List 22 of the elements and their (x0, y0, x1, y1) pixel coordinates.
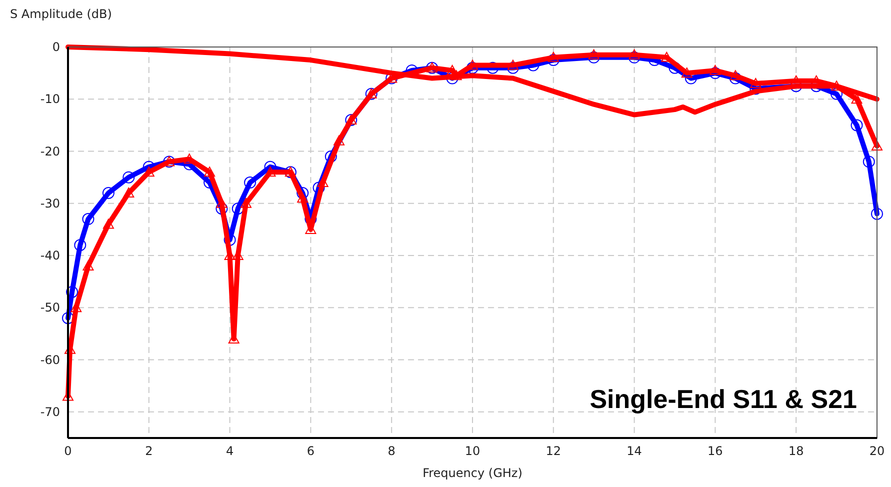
y-tick-label: -10 (40, 92, 60, 106)
x-tick-label: 12 (546, 444, 562, 458)
x-tick-label: 18 (788, 444, 804, 458)
y-tick-label: -20 (40, 144, 60, 158)
x-tick-label: 16 (708, 444, 723, 458)
x-tick-label: 2 (145, 444, 153, 458)
y-tick-label: -30 (40, 196, 60, 210)
y-axis-title: S Amplitude (dB) (10, 7, 112, 21)
x-tick-label: 14 (626, 444, 642, 458)
x-tick-label: 0 (64, 444, 72, 458)
y-tick-label: -60 (40, 352, 60, 367)
x-tick-label: 8 (388, 444, 396, 458)
x-axis-title: Frequency (GHz) (422, 466, 522, 480)
y-tick-label: -40 (40, 248, 60, 263)
annotation: Single-End S11 & S21 (590, 384, 857, 414)
y-tick-label: 0 (52, 40, 60, 54)
y-tick-label: -50 (40, 300, 60, 315)
x-tick-label: 20 (869, 444, 885, 458)
x-tick-label: 6 (306, 444, 315, 458)
x-tick-label: 10 (464, 444, 480, 458)
x-tick-label: 4 (226, 444, 234, 458)
y-tick-label: -70 (40, 404, 60, 419)
